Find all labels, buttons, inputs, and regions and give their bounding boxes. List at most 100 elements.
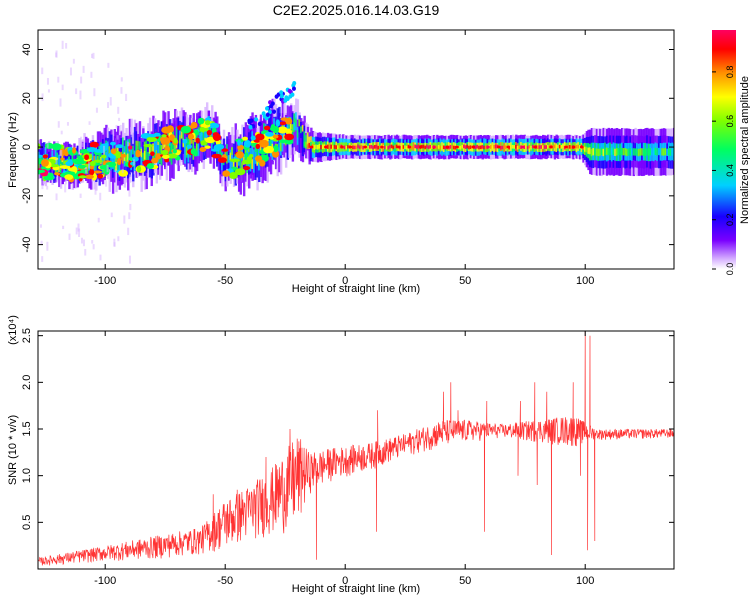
heatmap-cell xyxy=(261,111,266,116)
heatmap-cell xyxy=(161,137,171,145)
heatmap-cell xyxy=(257,121,262,127)
heatmap-cell xyxy=(197,136,200,157)
y-tick-label: 1.5 xyxy=(21,421,33,436)
heatmap-cell xyxy=(140,148,143,158)
heatmap-cell xyxy=(96,155,100,164)
heatmap-cell xyxy=(525,144,528,149)
y-tick-label: 40 xyxy=(21,43,33,55)
heatmap-cell xyxy=(585,146,589,153)
snr-x-axis: -100 -50 0 50 100 xyxy=(94,331,594,587)
heatmap-cell xyxy=(272,126,279,134)
heatmap-cell xyxy=(115,162,118,171)
heatmap-cell xyxy=(310,139,313,162)
heatmap-cell xyxy=(77,164,87,169)
heatmap-cell xyxy=(632,148,636,156)
heatmap-cell xyxy=(305,141,308,148)
snr-y-multiplier: (x10⁴) xyxy=(7,315,19,345)
heatmap-cell xyxy=(51,143,62,151)
heatmap-cell xyxy=(72,58,75,64)
heatmap-cell xyxy=(231,147,234,155)
heatmap-cell xyxy=(515,144,518,149)
heatmap-cell xyxy=(169,141,172,162)
heatmap-cell xyxy=(72,158,79,163)
heatmap-cell xyxy=(516,145,520,150)
heatmap-cell xyxy=(120,77,123,82)
snr-background xyxy=(38,331,674,569)
heatmap-cell xyxy=(308,142,311,148)
heatmap-cell xyxy=(128,212,131,220)
heatmap-cell xyxy=(41,158,49,167)
y-tick-label: 0 xyxy=(21,144,33,150)
heatmap-cell xyxy=(545,145,548,149)
heatmap-cell xyxy=(148,145,152,154)
heatmap-cell xyxy=(295,117,298,151)
heatmap-cell xyxy=(362,145,365,150)
colorbar-tick-label: 0.4 xyxy=(725,164,735,177)
heatmap-cell xyxy=(184,116,187,154)
heatmap-cell xyxy=(636,148,639,156)
heatmap-cell xyxy=(185,146,189,156)
heatmap-cell xyxy=(249,154,254,158)
heatmap-cell xyxy=(175,126,179,148)
heatmap-cell xyxy=(38,154,44,158)
colorbar-tick-label: 0.2 xyxy=(725,213,735,226)
heatmap-cell xyxy=(328,144,332,149)
heatmap-cell xyxy=(455,145,459,149)
heatmap-cell xyxy=(609,148,612,156)
heatmap-cell xyxy=(452,145,456,150)
heatmap-cell xyxy=(173,137,178,144)
heatmap-cell xyxy=(612,147,615,155)
y-tick-label: 0.5 xyxy=(21,515,33,530)
heatmap-cell xyxy=(38,143,41,150)
heatmap-cell xyxy=(384,145,387,150)
heatmap-cell xyxy=(162,154,170,160)
heatmap-cell xyxy=(279,142,283,152)
heatmap-cell xyxy=(143,143,154,148)
heatmap-cell xyxy=(95,107,98,113)
heatmap-cell xyxy=(647,148,651,156)
heatmap-cell xyxy=(184,143,187,164)
heatmap-cell xyxy=(306,132,310,146)
heatmap-cell xyxy=(659,148,662,156)
heatmap-cell xyxy=(172,149,177,154)
heatmap-cell xyxy=(254,117,259,122)
heatmap-cell xyxy=(468,145,471,150)
heatmap-cell xyxy=(127,153,130,163)
heatmap-cell xyxy=(130,127,133,132)
heatmap-cell xyxy=(629,148,632,156)
heatmap-cell xyxy=(59,165,71,169)
heatmap-cell xyxy=(281,121,284,131)
heatmap-cell xyxy=(93,155,96,164)
heatmap-cell xyxy=(91,53,94,59)
heatmap-cell xyxy=(62,225,65,230)
heatmap-cell xyxy=(293,122,296,131)
heatmap-cell xyxy=(55,193,58,201)
heatmap-cell xyxy=(571,145,576,149)
heatmap-cell xyxy=(46,77,49,85)
heatmap-cell xyxy=(590,148,594,157)
heatmap-cell xyxy=(308,136,311,149)
heatmap-cell xyxy=(142,152,145,162)
heatmap-cell xyxy=(91,240,94,244)
heatmap-cell xyxy=(202,127,206,146)
heatmap-cell xyxy=(295,118,298,127)
heatmap-cell xyxy=(39,224,42,228)
heatmap-cell xyxy=(227,155,231,163)
heatmap-cell xyxy=(432,145,436,149)
heatmap-cell xyxy=(42,154,49,159)
heatmap-cell xyxy=(88,121,91,125)
heatmap-cell xyxy=(310,142,313,147)
heatmap-cell xyxy=(100,154,107,159)
heatmap-cell xyxy=(429,144,432,149)
heatmap-cell xyxy=(87,161,90,169)
heatmap-cell xyxy=(138,141,142,150)
heatmap-cell xyxy=(121,168,124,174)
heatmap-cell xyxy=(651,148,654,156)
heatmap-cell xyxy=(105,180,108,187)
heatmap-cell xyxy=(85,166,88,174)
heatmap-cell xyxy=(301,125,305,132)
heatmap-cell xyxy=(513,145,516,149)
heatmap-cell xyxy=(132,159,135,166)
heatmap-cell xyxy=(283,123,286,145)
